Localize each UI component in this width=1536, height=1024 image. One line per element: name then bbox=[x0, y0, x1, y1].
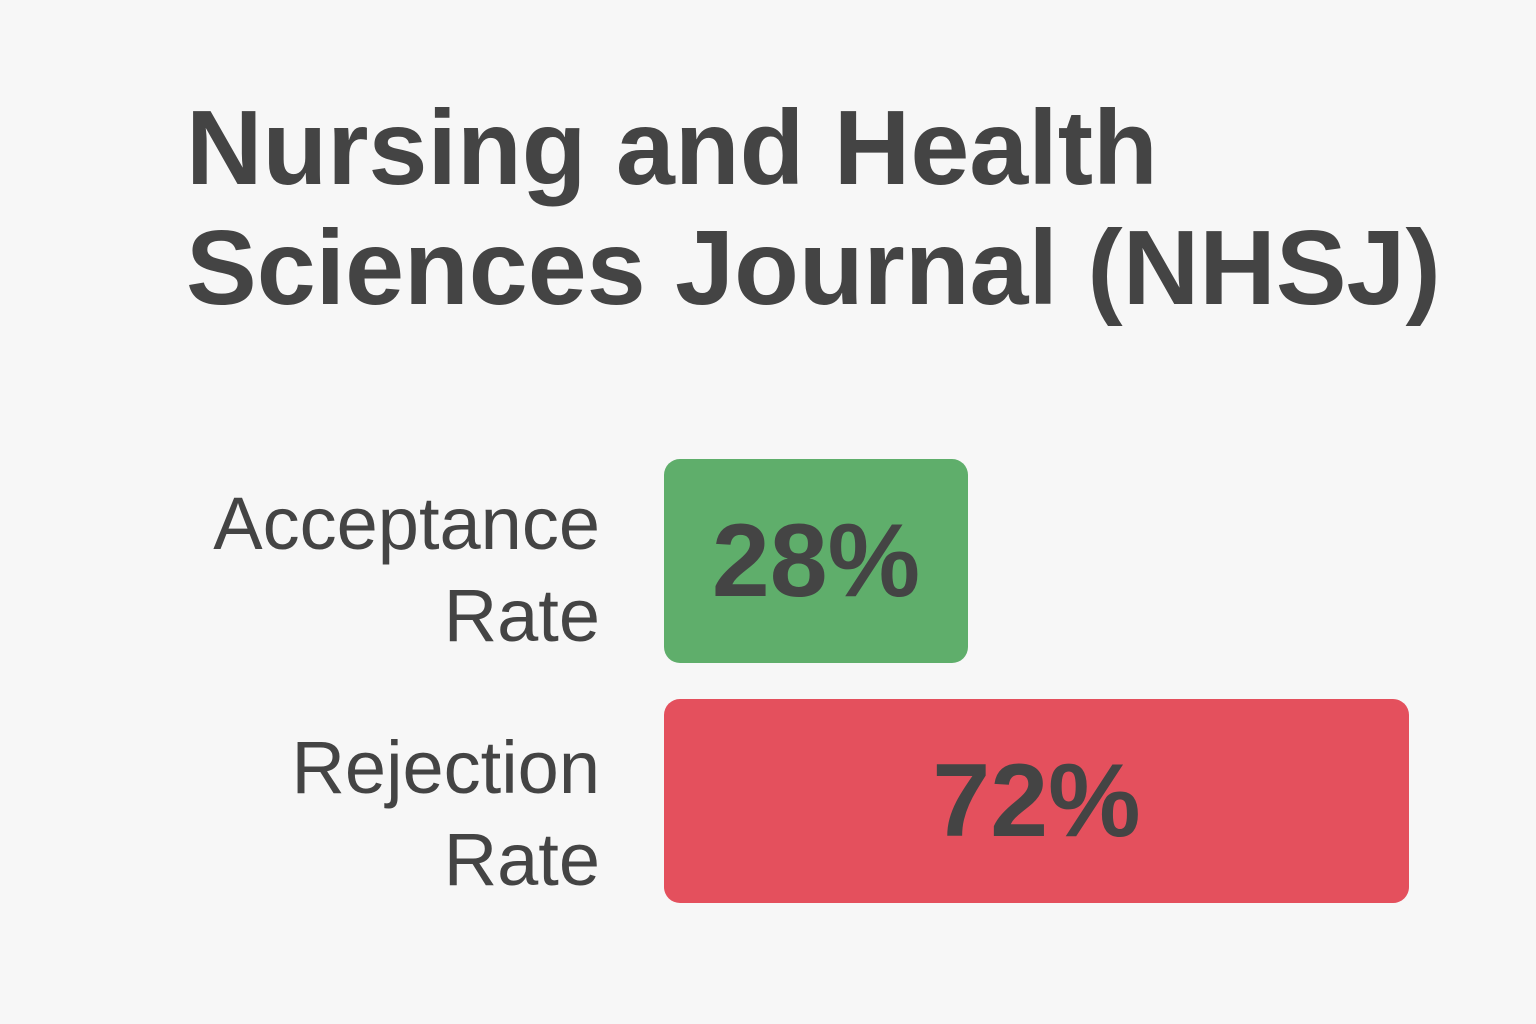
category-label-line: Acceptance bbox=[213, 482, 600, 565]
category-label-line: Rejection bbox=[291, 726, 600, 809]
category-label-line: Rate bbox=[443, 818, 600, 901]
chart-title-line-1: Nursing and Health bbox=[186, 89, 1158, 207]
bar-rejection-rate: 72% bbox=[664, 699, 1409, 903]
category-label-acceptance-rate: Acceptance Rate bbox=[160, 478, 600, 662]
category-label-rejection-rate: Rejection Rate bbox=[160, 722, 600, 906]
category-label-line: Rate bbox=[443, 574, 600, 657]
data-label-rejection-rate: 72% bbox=[932, 743, 1141, 859]
chart-title: Nursing and Health Sciences Journal (NHS… bbox=[186, 88, 1441, 328]
data-label-acceptance-rate: 28% bbox=[711, 503, 921, 619]
chart-title-line-2: Sciences Journal (NHSJ) bbox=[186, 209, 1441, 327]
bar-acceptance-rate: 28% bbox=[664, 459, 968, 663]
